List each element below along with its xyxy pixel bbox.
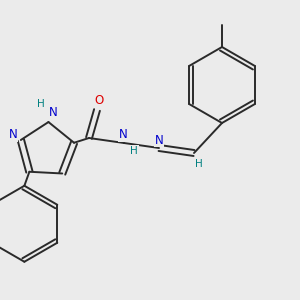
Text: N: N xyxy=(154,134,164,146)
Text: H: H xyxy=(130,146,138,156)
Text: H: H xyxy=(195,159,203,169)
Text: N: N xyxy=(49,106,58,118)
Text: N: N xyxy=(118,128,127,142)
Text: N: N xyxy=(8,128,17,142)
Text: H: H xyxy=(37,99,44,109)
Text: O: O xyxy=(94,94,103,106)
